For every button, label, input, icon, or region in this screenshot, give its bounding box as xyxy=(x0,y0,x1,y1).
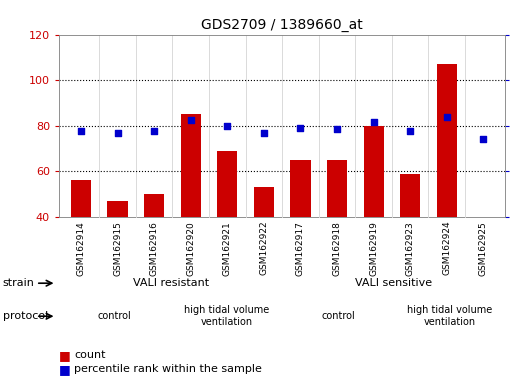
Point xyxy=(187,117,195,123)
Point xyxy=(443,114,451,120)
Text: GSM162916: GSM162916 xyxy=(150,221,159,276)
Text: strain: strain xyxy=(3,278,34,288)
Text: VALI sensitive: VALI sensitive xyxy=(355,278,432,288)
Text: ■: ■ xyxy=(59,363,71,376)
Text: percentile rank within the sample: percentile rank within the sample xyxy=(74,364,262,374)
Bar xyxy=(144,194,164,308)
Bar xyxy=(473,217,494,308)
Text: high tidal volume
ventilation: high tidal volume ventilation xyxy=(407,305,492,327)
Point xyxy=(479,136,487,142)
Point xyxy=(369,119,378,125)
Text: control: control xyxy=(321,311,355,321)
Point xyxy=(260,130,268,136)
Point xyxy=(333,126,341,132)
Bar xyxy=(327,160,347,308)
Text: GSM162915: GSM162915 xyxy=(113,221,122,276)
Text: GSM162925: GSM162925 xyxy=(479,221,488,276)
Point xyxy=(297,124,305,131)
Bar xyxy=(71,180,91,308)
Title: GDS2709 / 1389660_at: GDS2709 / 1389660_at xyxy=(201,18,363,32)
Bar xyxy=(217,151,238,308)
Text: GSM162920: GSM162920 xyxy=(186,221,195,276)
Text: control: control xyxy=(98,311,132,321)
Text: GSM162914: GSM162914 xyxy=(76,221,86,276)
Text: GSM162917: GSM162917 xyxy=(296,221,305,276)
Bar xyxy=(437,64,457,308)
Text: GSM162922: GSM162922 xyxy=(260,221,268,275)
Point xyxy=(223,123,231,129)
Bar xyxy=(181,114,201,308)
Text: GSM162923: GSM162923 xyxy=(406,221,415,276)
Bar xyxy=(290,160,310,308)
Text: GSM162919: GSM162919 xyxy=(369,221,378,276)
Text: VALI resistant: VALI resistant xyxy=(132,278,209,288)
Text: count: count xyxy=(74,350,106,360)
Text: ■: ■ xyxy=(59,349,71,362)
Bar xyxy=(107,201,128,308)
Point xyxy=(150,128,158,134)
Point xyxy=(77,128,85,134)
Text: GSM162918: GSM162918 xyxy=(332,221,342,276)
Text: GSM162924: GSM162924 xyxy=(442,221,451,275)
Text: GSM162921: GSM162921 xyxy=(223,221,232,276)
Bar xyxy=(254,187,274,308)
Text: high tidal volume
ventilation: high tidal volume ventilation xyxy=(184,305,269,327)
Point xyxy=(113,130,122,136)
Bar xyxy=(400,174,420,308)
Text: protocol: protocol xyxy=(3,311,48,321)
Point xyxy=(406,128,415,134)
Bar xyxy=(364,126,384,308)
